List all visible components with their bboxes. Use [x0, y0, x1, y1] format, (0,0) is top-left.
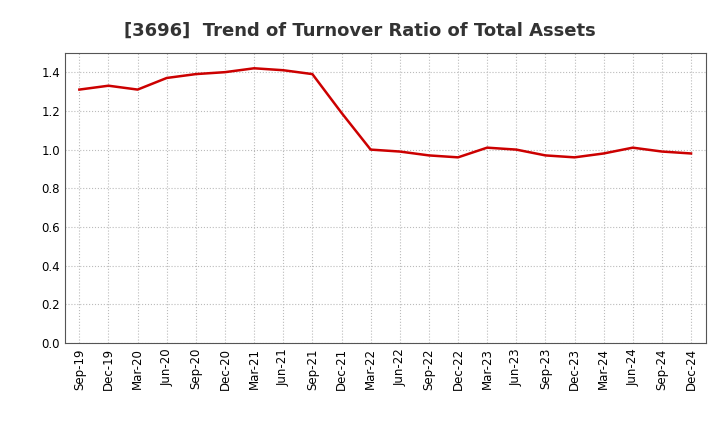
Text: [3696]  Trend of Turnover Ratio of Total Assets: [3696] Trend of Turnover Ratio of Total …	[124, 22, 596, 40]
